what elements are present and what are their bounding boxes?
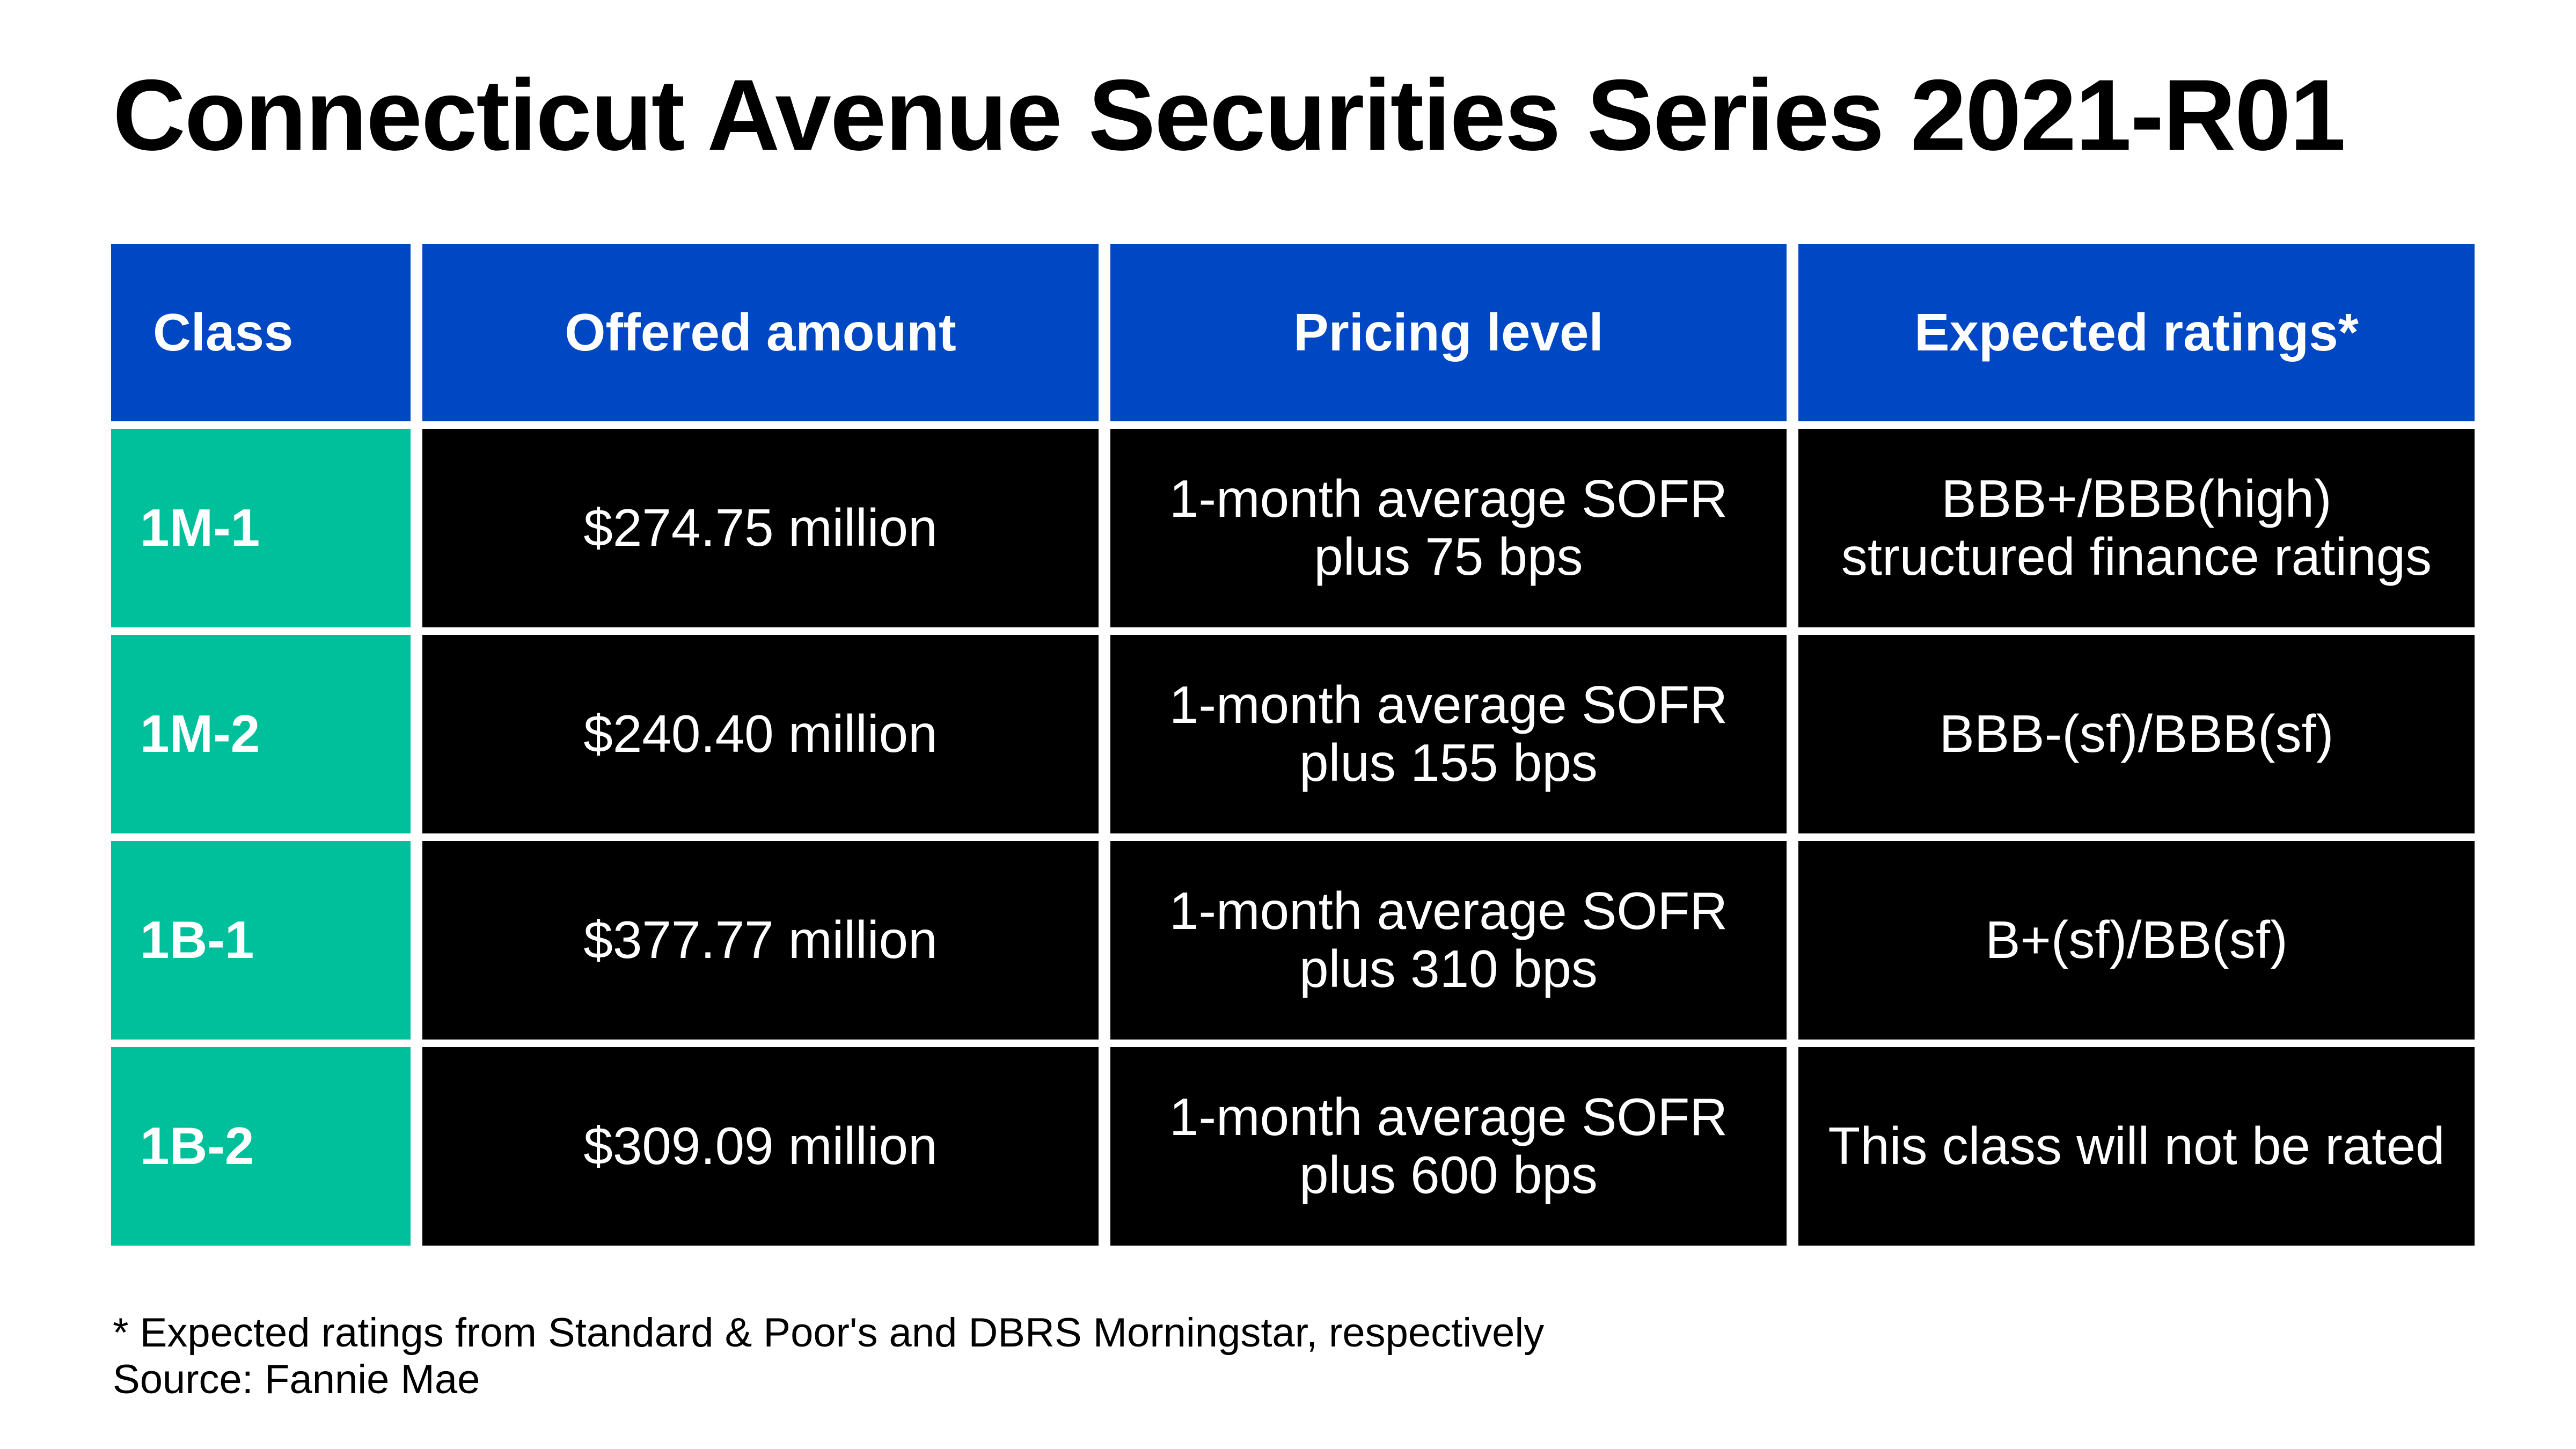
table-cell-class: 1B-2 bbox=[111, 1047, 411, 1246]
notes: * Expected ratings from Standard & Poor'… bbox=[113, 1309, 1544, 1403]
header-expected-ratings: Expected ratings* bbox=[1798, 244, 2475, 421]
table-cell-pricing-level: 1-month average SOFR plus 600 bps bbox=[1110, 1047, 1787, 1246]
table-cell-class: 1B-1 bbox=[111, 841, 411, 1040]
footnote: * Expected ratings from Standard & Poor'… bbox=[113, 1310, 1545, 1356]
header-pricing-level: Pricing level bbox=[1110, 244, 1787, 421]
page-title: Connecticut Avenue Securities Series 202… bbox=[113, 58, 2346, 171]
securities-table: Class Offered amount Pricing level Expec… bbox=[111, 244, 2475, 1246]
source-note: Source: Fannie Mae bbox=[113, 1357, 480, 1403]
table-cell-offered-amount: $240.40 million bbox=[422, 635, 1099, 833]
table-cell-expected-ratings: This class will not be rated bbox=[1798, 1047, 2475, 1246]
table-cell-pricing-level: 1-month average SOFR plus 75 bps bbox=[1110, 429, 1787, 627]
header-class: Class bbox=[111, 244, 411, 421]
table-cell-expected-ratings: BBB+/BBB(high) structured finance rating… bbox=[1798, 429, 2475, 627]
table-cell-pricing-level: 1-month average SOFR plus 310 bps bbox=[1110, 841, 1787, 1040]
table-cell-expected-ratings: BBB-(sf)/BBB(sf) bbox=[1798, 635, 2475, 833]
table-cell-class: 1M-1 bbox=[111, 429, 411, 627]
table-cell-offered-amount: $274.75 million bbox=[422, 429, 1099, 627]
table-cell-offered-amount: $309.09 million bbox=[422, 1047, 1099, 1246]
table-cell-class: 1M-2 bbox=[111, 635, 411, 833]
table-cell-offered-amount: $377.77 million bbox=[422, 841, 1099, 1040]
table-cell-expected-ratings: B+(sf)/BB(sf) bbox=[1798, 841, 2475, 1040]
table-cell-pricing-level: 1-month average SOFR plus 155 bps bbox=[1110, 635, 1787, 833]
header-offered-amount: Offered amount bbox=[422, 244, 1099, 421]
